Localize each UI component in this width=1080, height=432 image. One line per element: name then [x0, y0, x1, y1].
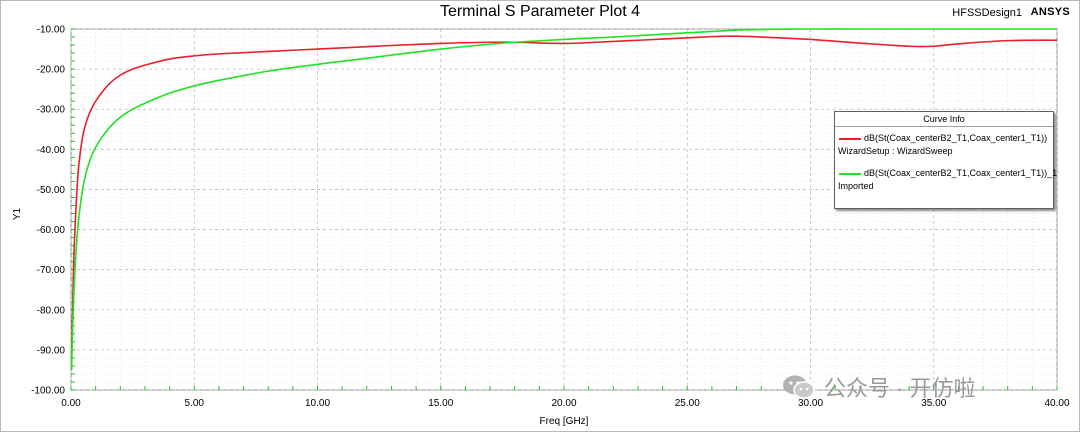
- y-tick-label: -10.00: [37, 25, 66, 36]
- design-name: HFSSDesign1: [952, 7, 1022, 19]
- chart-title: Terminal S Parameter Plot 4: [439, 3, 641, 20]
- series-line-2: [70, 28, 1057, 370]
- y-tick-label: -20.00: [37, 65, 66, 76]
- y-tick-label: -40.00: [37, 145, 66, 156]
- watermark: 公众号 · 开仿啦: [782, 370, 1067, 404]
- x-tick-label: 0.00: [61, 398, 81, 409]
- series-line-1: [70, 35, 1058, 370]
- x-tick-label: 25.00: [675, 398, 700, 409]
- legend-entry-name: dB(St(Coax_centerB2_T1,Coax_center1_T1))…: [864, 168, 1058, 178]
- y-tick-label: -50.00: [37, 185, 66, 196]
- legend-swatch-red: [839, 138, 861, 140]
- legend-title: Curve Info: [835, 112, 1053, 127]
- y-tick-label: -100.00: [31, 386, 65, 397]
- x-tick-label: 15.00: [428, 398, 453, 409]
- x-axis-label: Freq [GHz]: [540, 416, 589, 427]
- y-tick-label: -60.00: [37, 225, 66, 236]
- y-tick-label: -70.00: [37, 265, 66, 276]
- legend-entry-1[interactable]: dB(St(Coax_centerB2_T1,Coax_center1_T1))…: [835, 132, 1053, 158]
- x-tick-label: 10.00: [305, 398, 330, 409]
- watermark-text: 公众号 · 开仿啦: [824, 376, 976, 401]
- wechat-icon: [783, 375, 815, 399]
- brand-logo: ANSYS: [1030, 6, 1070, 18]
- legend-entry-2[interactable]: dB(St(Coax_centerB2_T1,Coax_center1_T1))…: [835, 167, 1058, 193]
- y-tick-label: -80.00: [37, 305, 66, 316]
- y-axis-label: Y1: [12, 207, 23, 220]
- tick-label-layer: 0.00 5.00 10.00 15.00 20.00 25.00 30.00 35.00 40…: [31, 25, 1070, 410]
- x-tick-label: 35.00: [921, 398, 946, 409]
- legend-entry-name: dB(St(Coax_centerB2_T1,Coax_center1_T1)): [864, 133, 1048, 143]
- legend-entry-source: WizardSetup : WizardSweep: [838, 146, 953, 156]
- series-layer: [70, 28, 1058, 370]
- x-tick-label: 40.00: [1044, 398, 1069, 409]
- legend-swatch-green: [839, 173, 861, 175]
- x-tick-label: 30.00: [798, 398, 823, 409]
- legend-entry-source: Imported: [838, 181, 874, 191]
- y-tick-label: -90.00: [37, 345, 66, 356]
- grid-layer: [70, 28, 1058, 391]
- x-tick-label: 20.00: [551, 398, 576, 409]
- curve-info-legend[interactable]: Curve Info dB(St(Coax_centerB2_T1,Coax_c…: [834, 111, 1058, 209]
- x-tick-label: 5.00: [185, 398, 205, 409]
- y-tick-label: -30.00: [37, 105, 66, 116]
